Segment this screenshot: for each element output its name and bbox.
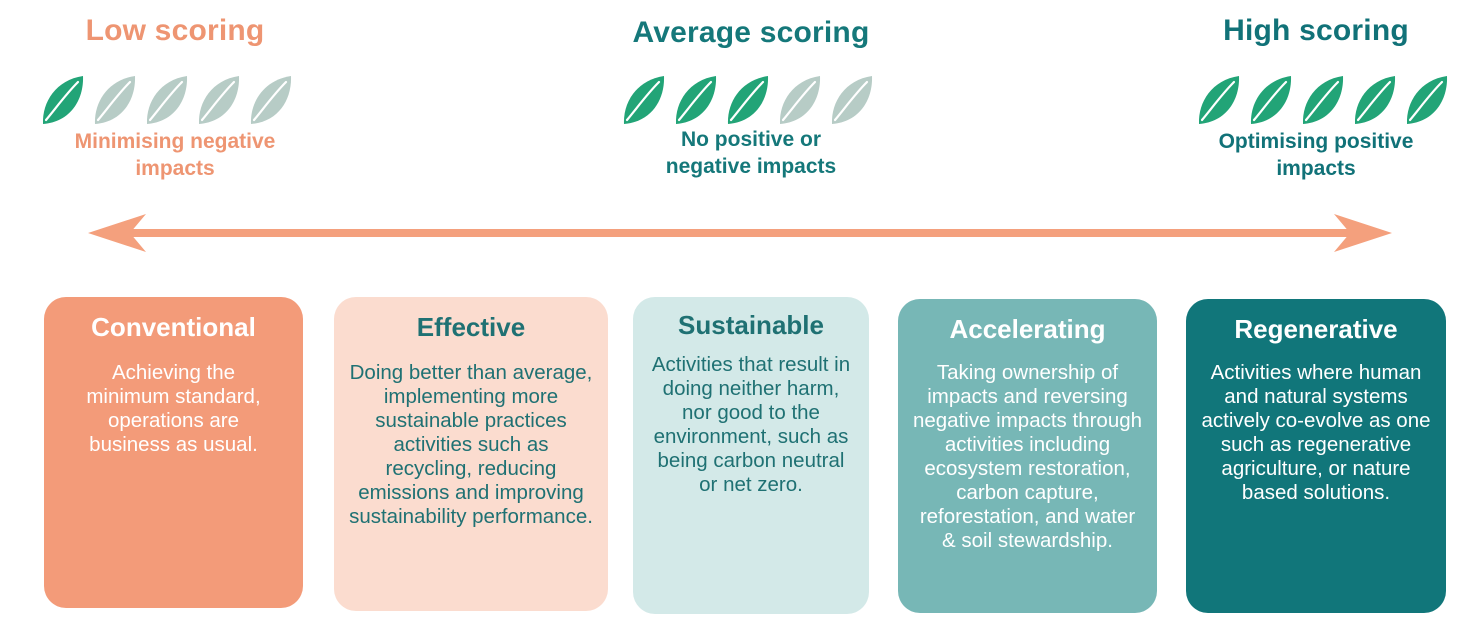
average-scoring-group: Average scoring No positive or negative … [610,16,892,180]
card-body: Achieving the minimum standard, operatio… [86,361,261,456]
card-conventional: Conventional Achieving the minimum stand… [44,297,303,608]
leaf-icon-empty [94,76,136,124]
card-regenerative: Regenerative Activities where human and … [1186,299,1446,613]
card-body: Taking ownership of impacts and reversin… [912,361,1143,552]
low-scoring-title: Low scoring [85,14,265,47]
leaf-icon-filled [1406,76,1448,124]
low-scoring-subtitle: Minimising negative impacts [74,130,276,180]
leaf-icon-filled [1354,76,1396,124]
card-title: Regenerative [1234,314,1398,344]
leaf-icon-filled [675,76,717,124]
card-accelerating: Accelerating Taking ownership of impacts… [898,299,1157,613]
card-title: Effective [416,312,526,342]
average-scoring-title: Average scoring [632,16,870,49]
high-scoring-group: High scoring Optimising positive impacts [1185,14,1447,182]
card-body: Doing better than average, implementing … [349,361,593,528]
card-title: Accelerating [949,314,1106,344]
leaf-icon-filled [1198,76,1240,124]
high-scoring-leaves [1196,74,1449,126]
average-scoring-subtitle: No positive or negative impacts [665,128,837,178]
card-title: Conventional [91,312,256,342]
leaf-icon-filled [1302,76,1344,124]
card-sustainable: Sustainable Activities that result in do… [633,297,869,614]
leaf-icon-filled [1250,76,1292,124]
card-effective: Effective Doing better than average, imp… [334,297,608,611]
leaf-icon-empty [831,76,873,124]
leaf-icon-empty [198,76,240,124]
card-title: Sustainable [678,310,824,340]
leaf-icon-filled [727,76,769,124]
arrow-shape [88,214,1392,252]
low-scoring-group: Low scoring Minimising negative impacts [40,14,310,182]
leaf-icon-filled [42,76,84,124]
average-scoring-leaves [621,74,874,126]
low-scoring-leaves [40,74,293,126]
leaf-icon-empty [250,76,292,124]
leaf-icon-empty [779,76,821,124]
scale-double-arrow [88,214,1392,252]
leaf-icon-empty [146,76,188,124]
leaf-icon-filled [623,76,665,124]
high-scoring-title: High scoring [1223,14,1409,47]
card-body: Activities where human and natural syste… [1201,361,1431,504]
high-scoring-subtitle: Optimising positive impacts [1218,130,1414,180]
card-body: Activities that result in doing neither … [651,353,851,496]
